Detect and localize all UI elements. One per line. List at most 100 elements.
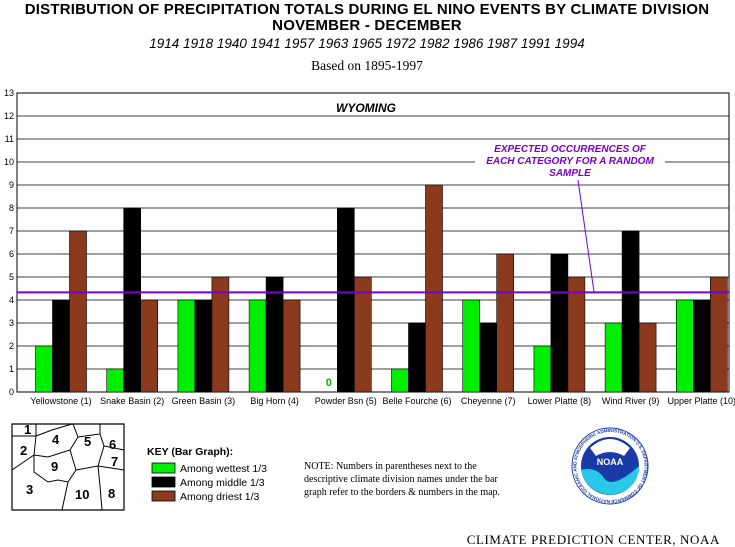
category-label-2: Snake Basin (2): [100, 396, 164, 406]
bar-wettest-6: [391, 368, 409, 393]
legend-swatch-middle: [151, 476, 176, 488]
y-tick-label-12: 12: [4, 111, 14, 121]
category-label-5: Powder Bsn (5): [315, 396, 377, 406]
legend-label-middle: Among middle 1/3: [180, 477, 265, 489]
bar-middle-6: [408, 322, 426, 393]
y-tick-label-0: 0: [9, 387, 14, 397]
map-division-6: 6: [109, 437, 116, 452]
logo-gull-icon: [590, 439, 630, 456]
legend-swatch-driest: [151, 490, 176, 502]
expected-label-line2: EACH CATEGORY FOR A RANDOM: [486, 156, 654, 167]
bar-middle-8: [550, 253, 569, 393]
bar-middle-7: [479, 322, 498, 393]
y-tick-label-7: 7: [9, 226, 14, 236]
y-tick-label-9: 9: [9, 180, 14, 190]
y-tick-label-6: 6: [9, 249, 14, 259]
bar-driest-10: [709, 276, 728, 393]
bar-wettest-10: [675, 299, 694, 393]
bar-driest-6: [425, 184, 443, 393]
bar-middle-10: [692, 299, 711, 393]
bar-middle-2: [123, 207, 141, 393]
note-line-3: graph refer to the borders & numbers in …: [304, 487, 500, 498]
y-tick-label-1: 1: [9, 364, 14, 374]
bar-driest-5: [353, 276, 372, 393]
map-division-4: 4: [52, 432, 60, 447]
map-division-9: 9: [51, 459, 58, 474]
bar-driest-1: [69, 230, 87, 393]
map-division-10: 10: [75, 487, 89, 502]
map-outline: [11, 423, 125, 511]
category-label-10: Upper Platte (10): [668, 396, 735, 406]
bar-middle-3: [194, 299, 213, 393]
y-tick-label-8: 8: [9, 203, 14, 213]
map-division-1: 1: [24, 422, 31, 437]
bar-middle-1: [52, 299, 70, 393]
el-nino-years: 1914 1918 1940 1941 1957 1963 1965 1972 …: [149, 36, 584, 51]
expected-label-line3: SAMPLE: [549, 168, 591, 179]
map-division-7: 7: [111, 454, 118, 469]
category-label-9: Wind River (9): [602, 396, 660, 406]
bar-driest-4: [282, 299, 301, 393]
map-division-3: 3: [26, 482, 33, 497]
bar-wettest-1: [35, 345, 53, 393]
bar-wettest-2: [106, 368, 124, 393]
bar-middle-5: [336, 207, 355, 393]
map-note: NOTE: Numbers in parentheses next to the…: [304, 461, 500, 498]
category-label-8: Lower Platte (8): [528, 396, 592, 406]
bar-driest-8: [567, 276, 586, 393]
y-tick-label-3: 3: [9, 318, 14, 328]
y-tick-label-2: 2: [9, 341, 14, 351]
legend-label-driest: Among driest 1/3: [180, 491, 260, 503]
legend-swatch-wettest: [151, 462, 176, 474]
x-axis-categories: Yellowstone (1) Snake Basin (2) Green Basi…: [30, 396, 735, 406]
climate-division-map: 1 2 3 4 5 6 7 8 9 10: [11, 422, 125, 511]
bar-wettest-4: [248, 299, 267, 393]
map-border: [97, 465, 103, 511]
category-label-4: Big Horn (4): [250, 396, 299, 406]
chart-title: DISTRIBUTION OF PRECIPITATION TOTALS DUR…: [25, 1, 710, 18]
y-tick-label-4: 4: [9, 295, 14, 305]
bar-driest-3: [211, 276, 230, 393]
y-tick-label-11: 11: [5, 134, 14, 144]
bar-middle-9: [621, 230, 640, 393]
bars: [35, 184, 728, 393]
annotation-background: [475, 146, 665, 182]
category-label-7: Cheyenne (7): [461, 396, 516, 406]
bar-driest-9: [638, 322, 657, 393]
chart-subtitle-season: NOVEMBER - DECEMBER: [272, 17, 462, 34]
logo-name: NOAA: [597, 457, 624, 467]
bar-middle-4: [265, 276, 284, 393]
y-tick-label-10: 10: [4, 157, 14, 167]
map-border: [97, 465, 125, 471]
map-border: [35, 423, 73, 437]
bar-wettest-3: [177, 299, 196, 393]
logo-wave-icon: [581, 466, 639, 495]
y-tick-label-5: 5: [9, 272, 14, 282]
category-label-1: Yellowstone (1): [30, 396, 91, 406]
bar-driest-7: [496, 253, 515, 393]
map-division-5: 5: [84, 434, 91, 449]
legend-label-wettest: Among wettest 1/3: [180, 463, 267, 475]
note-line-1: NOTE: Numbers in parentheses next to the: [304, 461, 477, 472]
legend: KEY (Bar Graph): Among wettest 1/3 Among…: [147, 446, 267, 503]
legend-heading: KEY (Bar Graph):: [147, 446, 233, 458]
base-period: Based on 1895-1997: [311, 58, 423, 73]
bar-driest-2: [140, 299, 158, 393]
bar-wettest-7: [462, 299, 481, 393]
map-border: [61, 481, 69, 511]
credit-line: CLIMATE PREDICTION CENTER, NOAA: [467, 532, 720, 547]
bar-wettest-8: [533, 345, 552, 393]
noaa-logo: NOAA NATIONAL OCEANIC AND ATMOSPHERIC AD…: [571, 427, 649, 505]
category-label-6: Belle Fourche (6): [382, 396, 451, 406]
expected-label-line1: EXPECTED OCCURRENCES OF: [494, 144, 647, 155]
y-tick-label-13: 13: [4, 88, 14, 98]
zero-value-label: 0: [326, 377, 332, 389]
annotation-pointer: [577, 179, 595, 293]
category-label-3: Green Basin (3): [172, 396, 236, 406]
note-line-2: descriptive climate division names under…: [304, 474, 498, 485]
bar-wettest-9: [604, 322, 623, 393]
map-division-8: 8: [108, 486, 115, 501]
